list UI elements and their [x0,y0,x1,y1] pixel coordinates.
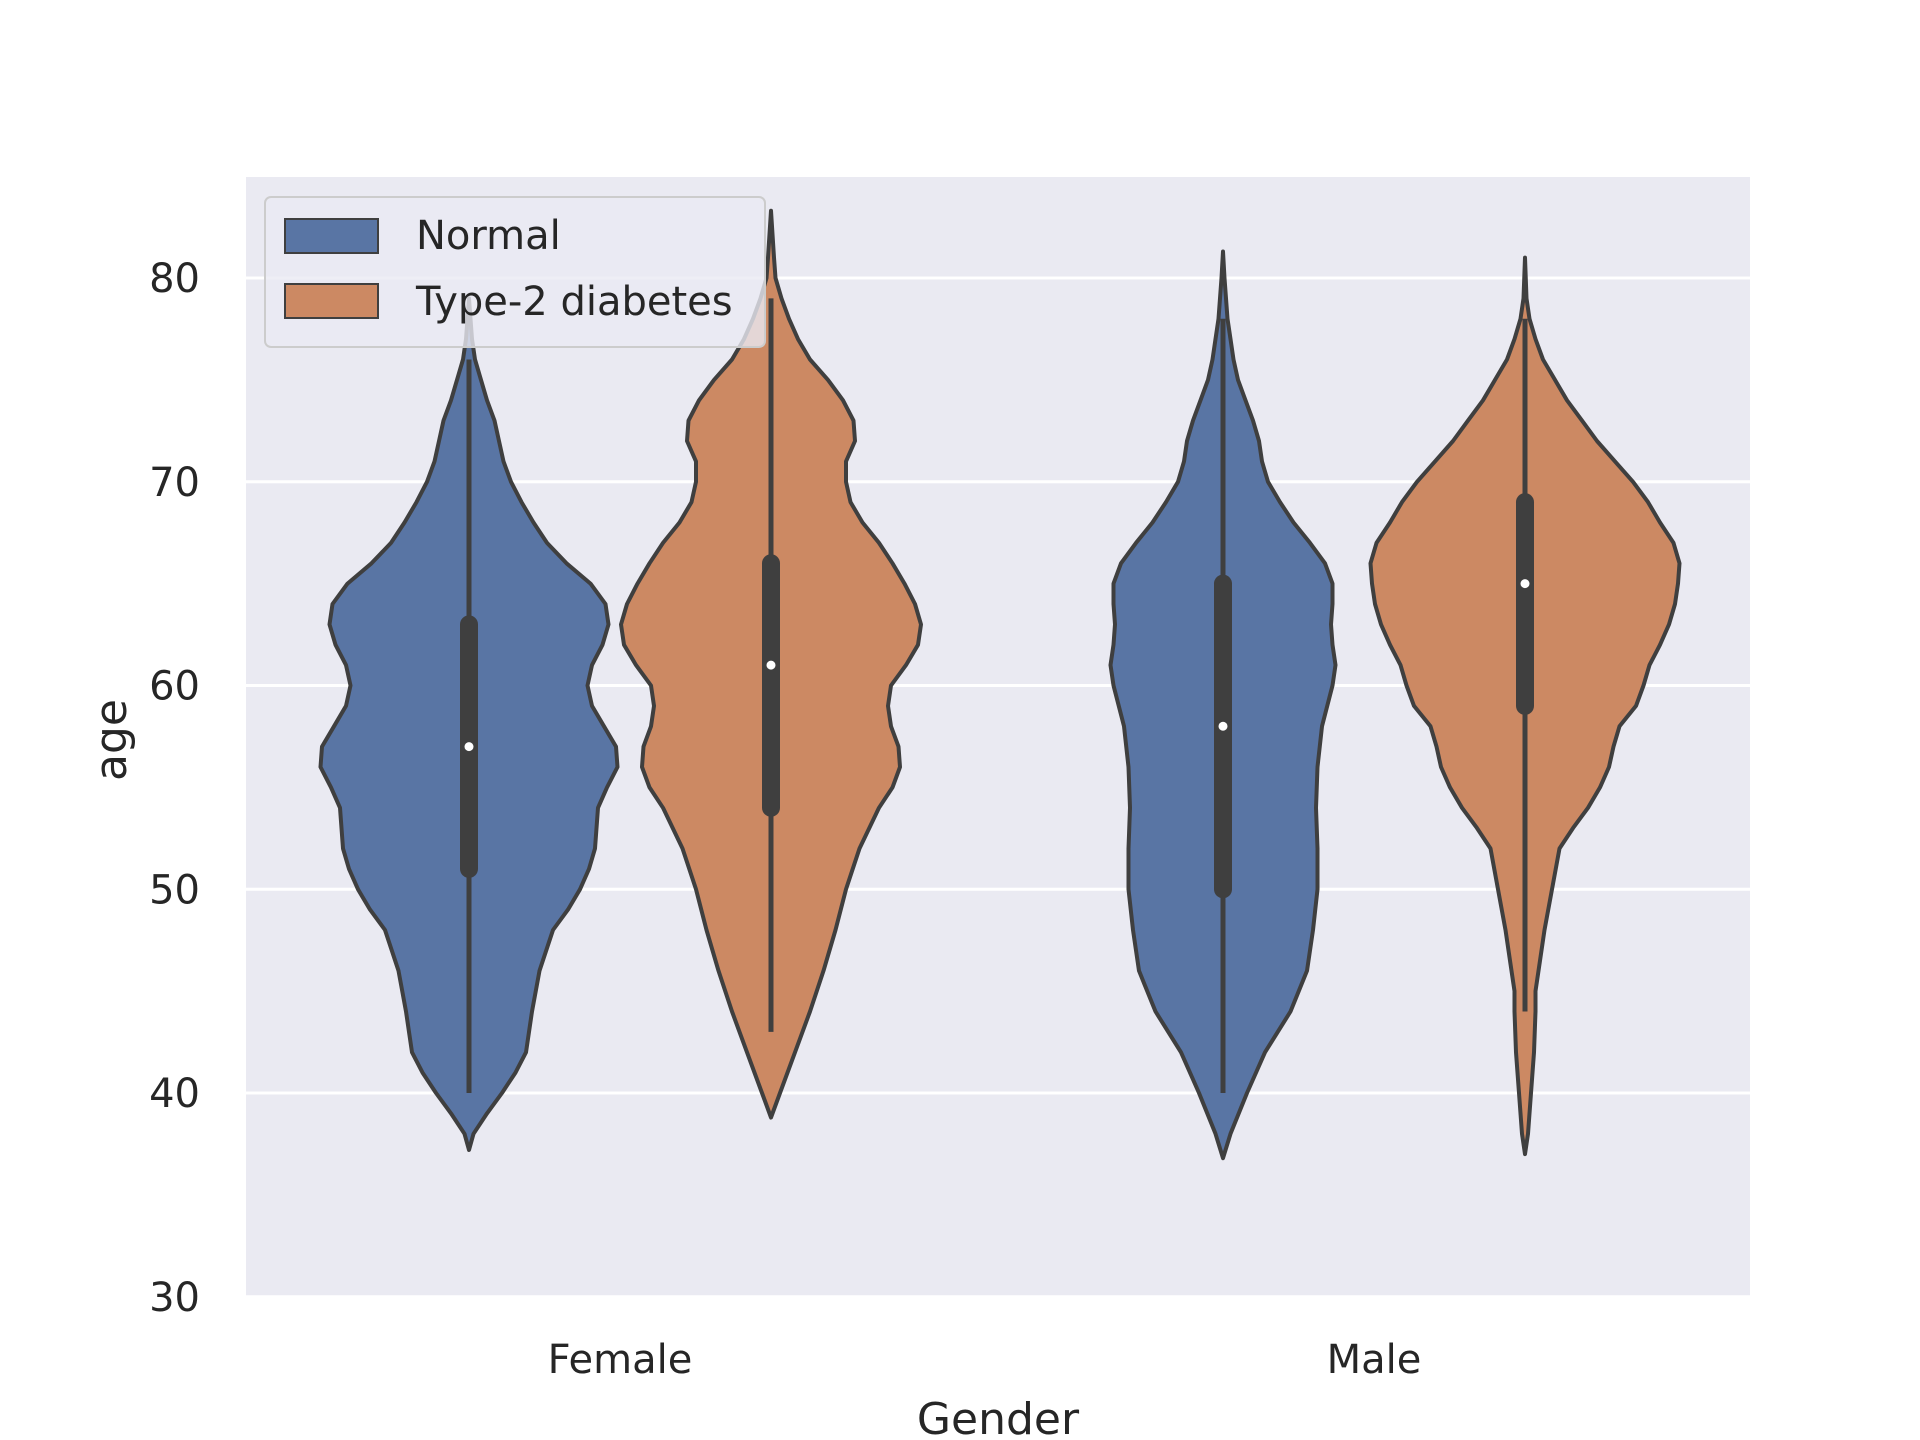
violin-median-normal-male [1218,721,1228,731]
legend-label-normal: Normal [416,213,561,259]
y-tick-label-80: 80 [149,256,200,302]
violins [318,208,1682,1161]
y-tick-label-50: 50 [149,867,200,913]
y-tick-labels: 30 40 50 60 70 80 [149,256,200,1321]
y-tick-label-30: 30 [149,1275,200,1321]
y-tick-label-70: 70 [149,460,200,506]
y-tick-label-40: 40 [149,1071,200,1117]
violin-median-normal-female [464,742,474,752]
legend-label-type2-diabetes: Type-2 diabetes [415,279,733,325]
violin-normal-male [1108,249,1338,1161]
violin-type-2-diabetes-female [619,208,923,1120]
violin-median-type-2-diabetes-male [1520,579,1530,589]
violin-normal-female [318,296,620,1152]
legend-frame [264,196,766,348]
legend-swatch-normal [284,218,379,254]
y-axis-title: age [86,699,137,781]
legend: Normal Type-2 diabetes [264,196,766,348]
x-tick-label-female: Female [548,1337,693,1383]
violin-median-type-2-diabetes-female [766,660,776,670]
x-tick-label-male: Male [1327,1337,1422,1383]
x-tick-labels: Female Male [548,1337,1422,1383]
y-tick-label-60: 60 [149,664,200,710]
violin-type-2-diabetes-male [1368,255,1682,1157]
legend-swatch-type2-diabetes [284,283,379,319]
x-axis-title: Gender [917,1394,1080,1440]
